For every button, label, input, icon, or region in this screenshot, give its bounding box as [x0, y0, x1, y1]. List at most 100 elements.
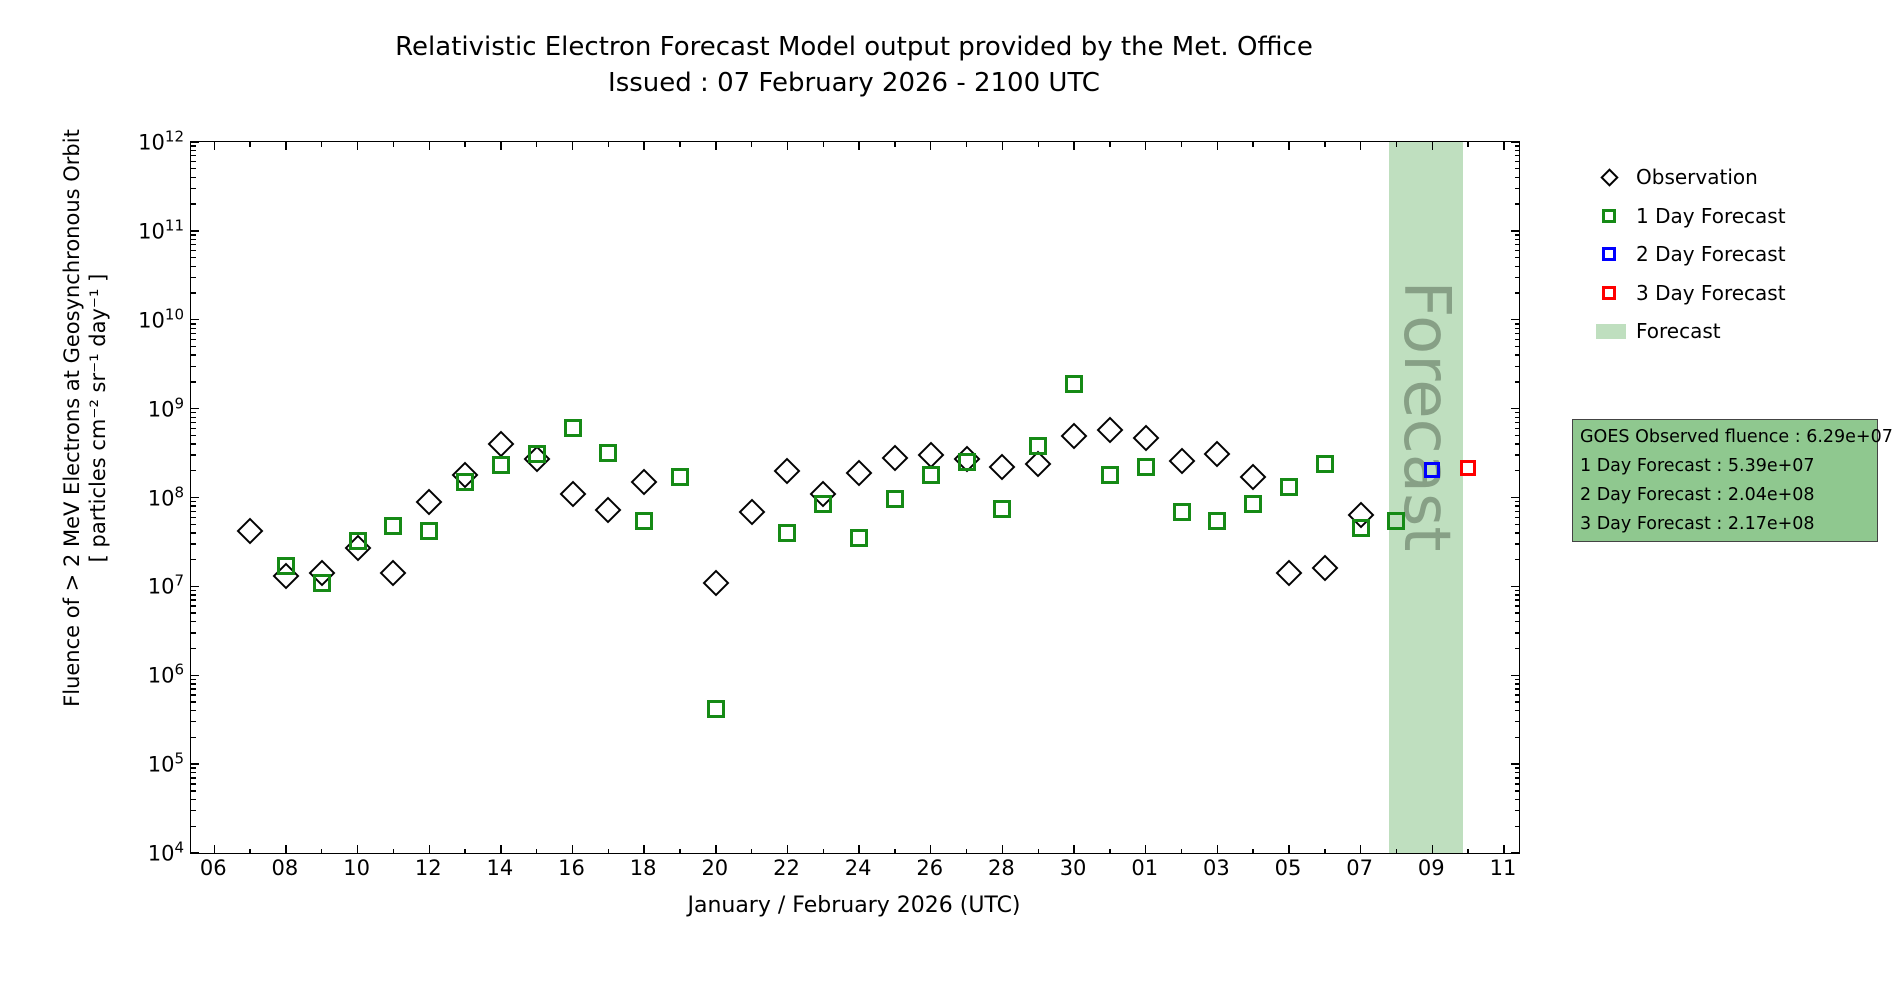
1-day-forecast-marker [850, 529, 869, 548]
x-major-tick [571, 845, 574, 853]
observation-marker [1203, 440, 1231, 468]
y-minor-tick [191, 523, 196, 525]
x-minor-tick [1324, 848, 1326, 853]
one-day-forecast-square-icon [1602, 208, 1616, 223]
y-minor-tick [191, 416, 196, 418]
y-minor-tick [1514, 276, 1519, 279]
1-day-forecast-marker [1172, 503, 1191, 522]
3-day-forecast-marker [1460, 459, 1477, 476]
y-major-tick [191, 674, 199, 676]
x-major-tick [643, 845, 645, 853]
x-minor-tick [249, 142, 251, 147]
x-major-tick [1216, 845, 1219, 853]
legend-item-2-day-forecast: 2 Day Forecast [1594, 235, 1786, 274]
legend-label: Forecast [1636, 319, 1721, 344]
y-minor-tick [191, 621, 196, 623]
x-minor-tick [1252, 848, 1254, 853]
y-minor-tick [191, 694, 196, 696]
observation-marker [559, 480, 586, 508]
y-minor-tick [1514, 327, 1519, 330]
y-minor-tick [191, 176, 196, 179]
1-day-forecast-marker [1136, 458, 1155, 477]
forecast-band-swatch-icon [1596, 323, 1626, 339]
1-day-forecast-marker [1315, 454, 1334, 473]
y-minor-tick [191, 767, 196, 769]
y-minor-tick [1514, 798, 1519, 801]
y-minor-tick [191, 203, 196, 205]
y-tick-label: 104 [147, 838, 184, 866]
y-minor-tick [191, 772, 196, 774]
x-minor-tick [392, 142, 395, 147]
x-tick-label: 18 [629, 856, 657, 880]
observation-marker [1132, 424, 1160, 452]
x-minor-tick [607, 142, 610, 147]
y-minor-tick [191, 589, 196, 592]
y-tick-label: 107 [147, 571, 184, 599]
y-major-tick [1511, 230, 1519, 232]
observation-marker [702, 569, 730, 597]
x-major-tick [428, 845, 430, 853]
y-minor-tick [1514, 203, 1519, 205]
y-minor-tick [1514, 434, 1519, 437]
y-minor-tick [1514, 809, 1519, 812]
y-major-tick [191, 141, 199, 143]
y-minor-tick [1514, 500, 1519, 503]
x-minor-tick [750, 142, 753, 147]
y-minor-tick [191, 249, 196, 252]
y-minor-tick [191, 276, 196, 279]
y-minor-tick [1514, 238, 1519, 241]
y-minor-tick [191, 612, 196, 614]
y-tick-label: 1010 [138, 305, 184, 333]
y-minor-tick [191, 434, 196, 437]
x-tick-label: 09 [1417, 856, 1445, 880]
y-major-tick [191, 763, 199, 765]
x-minor-tick [1180, 848, 1183, 853]
x-tick-label: 07 [1346, 856, 1374, 880]
1-day-forecast-marker [276, 556, 295, 575]
x-minor-tick [321, 142, 323, 147]
y-minor-tick [1514, 292, 1519, 294]
x-tick-label: 01 [1131, 856, 1159, 880]
legend-label: 1 Day Forecast [1636, 203, 1786, 228]
1-day-forecast-marker [921, 465, 940, 484]
y-major-tick [1511, 763, 1519, 765]
y-minor-tick [191, 721, 196, 723]
y-tick-label: 108 [147, 483, 184, 510]
observation-marker [379, 559, 407, 587]
y-minor-tick [1514, 145, 1519, 147]
x-major-tick [1431, 142, 1433, 150]
1-day-forecast-marker [527, 444, 546, 463]
y-minor-tick [1514, 243, 1519, 246]
chart-title: Relativistic Electron Forecast Model out… [395, 32, 1313, 62]
y-minor-tick [191, 145, 196, 147]
1-day-forecast-marker [957, 453, 976, 472]
x-tick-label: 16 [558, 856, 585, 880]
x-minor-tick [607, 848, 610, 853]
x-major-tick [356, 142, 359, 150]
1-day-forecast-marker [420, 521, 439, 540]
1-day-forecast-marker [599, 443, 618, 462]
x-tick-label: 14 [486, 856, 514, 880]
x-major-tick [1073, 142, 1075, 150]
observation-diamond-icon [1599, 168, 1619, 187]
y-minor-tick [1514, 701, 1519, 703]
x-minor-tick [679, 142, 681, 147]
y-minor-tick [1514, 678, 1519, 680]
y-minor-tick [191, 605, 196, 607]
1-day-forecast-marker [706, 699, 725, 718]
y-minor-tick [1514, 323, 1519, 325]
forecast-watermark-text: Forecast [1389, 280, 1464, 552]
x-tick-label: 24 [844, 856, 872, 880]
x-minor-tick [894, 142, 896, 147]
y-minor-tick [191, 256, 196, 259]
x-minor-tick [822, 142, 824, 147]
x-minor-tick [1180, 142, 1183, 147]
y-minor-tick [1514, 783, 1519, 785]
y-minor-tick [1514, 149, 1519, 152]
observation-marker [1239, 463, 1267, 491]
y-major-tick [1511, 852, 1519, 854]
x-major-tick [500, 142, 502, 150]
y-minor-tick [191, 825, 196, 827]
y-minor-tick [1514, 155, 1519, 157]
y-major-tick [1511, 407, 1519, 410]
